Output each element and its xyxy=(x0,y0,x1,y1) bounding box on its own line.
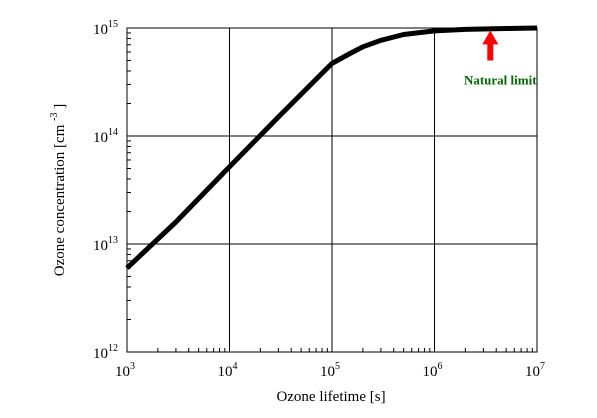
x-tick-exp: 4 xyxy=(233,361,238,372)
annotation-arrow xyxy=(482,30,499,61)
y-tick-label: 1015 xyxy=(93,19,118,38)
minor-ticks xyxy=(127,32,533,352)
x-tick-exp: 6 xyxy=(438,361,443,372)
y-tick-label: 1012 xyxy=(93,343,118,362)
x-tick-base: 10 xyxy=(423,364,438,380)
x-tick-labels: 103 104 105 106 107 xyxy=(115,361,545,380)
y-axis-label-exp: -3 xyxy=(49,113,60,121)
x-tick-exp: 3 xyxy=(130,361,135,372)
annotation-text: Natural limit xyxy=(464,73,537,88)
x-axis-label: Ozone lifetime [s] xyxy=(276,389,385,405)
x-tick-base: 10 xyxy=(525,364,540,380)
y-axis-label-prefix: Ozone concentration [cm xyxy=(52,124,68,276)
y-tick-exp: 13 xyxy=(108,235,118,246)
y-tick-label: 1014 xyxy=(93,127,118,146)
x-tick-label: 104 xyxy=(218,361,238,380)
series-layer xyxy=(125,25,538,270)
y-tick-base: 10 xyxy=(93,130,108,146)
x-tick-label: 107 xyxy=(525,361,545,380)
x-tick-label: 103 xyxy=(115,361,135,380)
x-tick-base: 10 xyxy=(320,364,335,380)
x-tick-base: 10 xyxy=(218,364,233,380)
x-tick-base: 10 xyxy=(115,364,130,380)
y-tick-base: 10 xyxy=(93,22,108,38)
series-line xyxy=(125,25,538,270)
x-tick-exp: 5 xyxy=(335,361,340,372)
y-tick-exp: 15 xyxy=(108,19,118,30)
y-tick-exp: 12 xyxy=(108,343,118,354)
y-tick-base: 10 xyxy=(93,346,108,362)
annotation-layer: Natural limit xyxy=(464,30,537,88)
y-axis-label: Ozone concentration [cm -3 ] xyxy=(45,104,68,276)
plot-frame xyxy=(126,27,538,353)
x-tick-exp: 7 xyxy=(540,361,545,372)
y-tick-exp: 14 xyxy=(108,127,118,138)
x-tick-label: 105 xyxy=(320,361,340,380)
x-tick-label: 106 xyxy=(423,361,443,380)
y-tick-base: 10 xyxy=(93,238,108,254)
y-tick-label: 1013 xyxy=(93,235,118,254)
y-axis-label-suffix: ] xyxy=(52,104,68,109)
